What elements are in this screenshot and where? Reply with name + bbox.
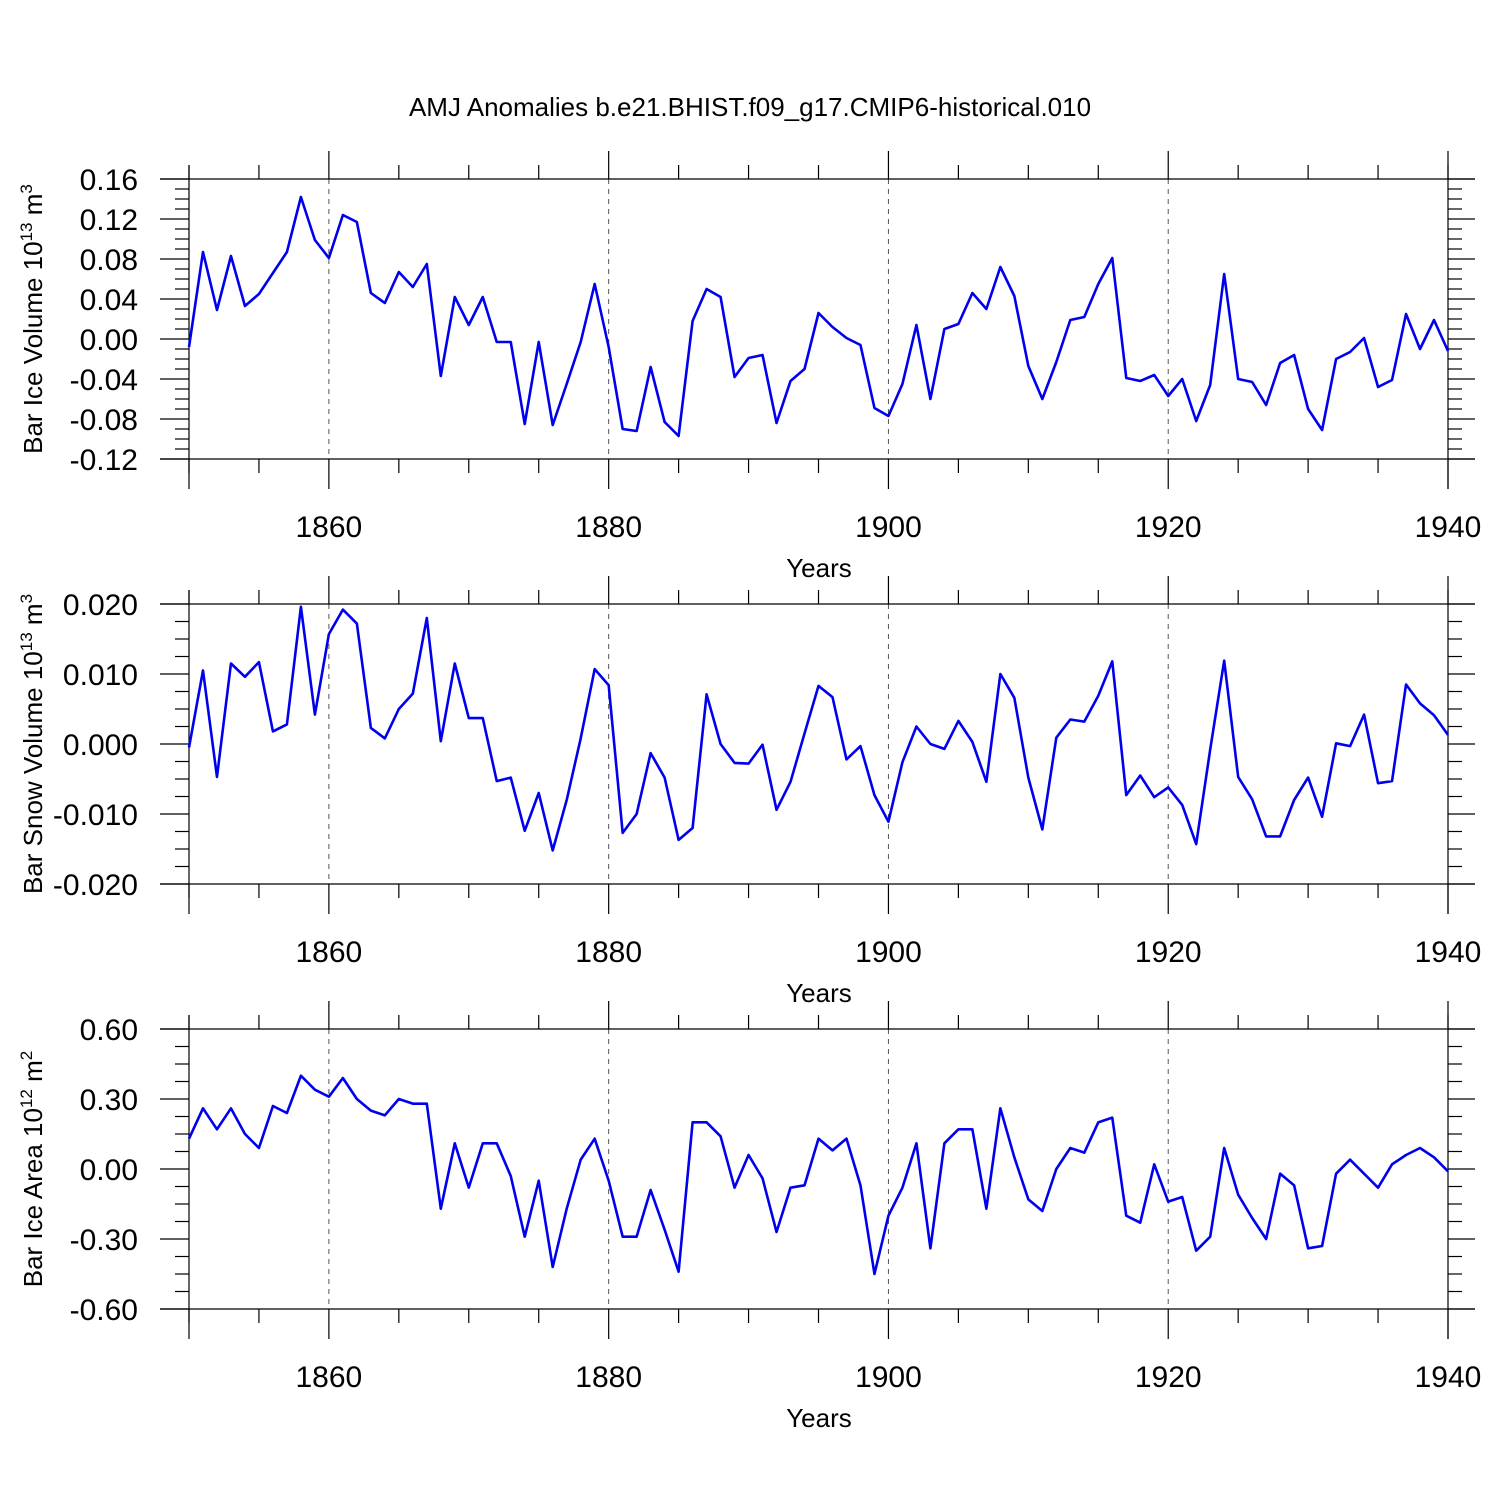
x-tick-label: 1900 bbox=[855, 1361, 922, 1394]
x-tick-label: 1920 bbox=[1135, 511, 1202, 544]
y-axis-title: Bar Ice Area 1012 m2 bbox=[17, 1051, 48, 1288]
series-line bbox=[187, 605, 1450, 852]
y-tick-label: 0.08 bbox=[80, 244, 138, 277]
x-axis-title: Years bbox=[786, 1403, 852, 1433]
y-tick-label: -0.60 bbox=[70, 1294, 138, 1327]
series-line bbox=[187, 195, 1450, 438]
y-tick-label: 0.30 bbox=[80, 1084, 138, 1117]
chart-title: AMJ Anomalies b.e21.BHIST.f09_g17.CMIP6-… bbox=[409, 92, 1091, 122]
chart-panel-1: 0.16 0.12 0.08 0.04 0.00 -0.04 -0.08 -0.12 1860 1… bbox=[17, 151, 1481, 583]
y-tick-label: -0.30 bbox=[70, 1224, 138, 1257]
y-tick-label: 0.00 bbox=[80, 1154, 138, 1187]
y-tick-label: -0.010 bbox=[53, 799, 138, 832]
y-tick-label: 0.020 bbox=[63, 589, 138, 622]
x-tick-label: 1860 bbox=[296, 1361, 363, 1394]
y-tick-label: 0.00 bbox=[80, 324, 138, 357]
x-tick-label: 1920 bbox=[1135, 1361, 1202, 1394]
y-axis-title: Bar Ice Volume 1013 m3 bbox=[17, 184, 48, 454]
y-tick-label: 0.12 bbox=[80, 204, 138, 237]
x-tick-label: 1880 bbox=[575, 1361, 642, 1394]
chart-panel-3: 0.60 0.30 0.00 -0.30 -0.60 1860 1880 1900 1920 19… bbox=[17, 1001, 1481, 1433]
y-tick-label: -0.020 bbox=[53, 869, 138, 902]
y-tick-label: 0.010 bbox=[63, 659, 138, 692]
y-tick-label: -0.08 bbox=[70, 404, 138, 437]
y-tick-label: -0.04 bbox=[70, 364, 138, 397]
y-tick-label: -0.12 bbox=[70, 444, 138, 477]
x-tick-label: 1940 bbox=[1415, 511, 1482, 544]
x-tick-label: 1900 bbox=[855, 936, 922, 969]
series-line bbox=[187, 1074, 1449, 1276]
x-tick-label: 1860 bbox=[296, 936, 363, 969]
x-tick-label: 1860 bbox=[296, 511, 363, 544]
x-tick-label: 1900 bbox=[855, 511, 922, 544]
x-tick-label: 1920 bbox=[1135, 936, 1202, 969]
y-tick-label: 0.000 bbox=[63, 729, 138, 762]
x-tick-label: 1880 bbox=[575, 936, 642, 969]
x-axis-title: Years bbox=[786, 978, 852, 1008]
x-tick-label: 1940 bbox=[1415, 936, 1482, 969]
x-axis-title: Years bbox=[786, 553, 852, 583]
y-tick-label: 0.16 bbox=[80, 164, 138, 197]
y-tick-label: 0.04 bbox=[80, 284, 138, 317]
x-tick-label: 1880 bbox=[575, 511, 642, 544]
x-tick-label: 1940 bbox=[1415, 1361, 1482, 1394]
y-axis-title: Bar Snow Volume 1013 m3 bbox=[17, 594, 48, 894]
y-tick-label: 0.60 bbox=[80, 1014, 138, 1047]
chart-panel-2: 0.020 0.010 0.000 -0.010 -0.020 1860 1880 1900 1… bbox=[17, 576, 1481, 1008]
